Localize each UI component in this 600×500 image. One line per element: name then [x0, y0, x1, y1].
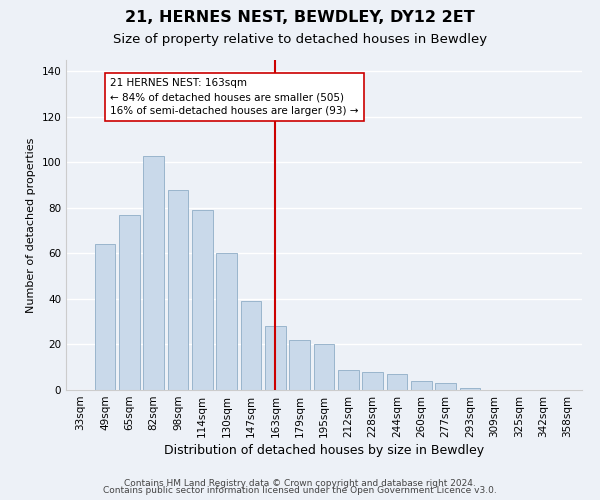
Bar — [167, 190, 188, 390]
Bar — [216, 254, 237, 390]
Bar — [411, 381, 432, 390]
Bar — [436, 383, 456, 390]
Bar — [314, 344, 334, 390]
Text: Size of property relative to detached houses in Bewdley: Size of property relative to detached ho… — [113, 32, 487, 46]
Bar — [265, 326, 286, 390]
Text: Contains public sector information licensed under the Open Government Licence v3: Contains public sector information licen… — [103, 486, 497, 495]
Bar — [362, 372, 383, 390]
Bar — [192, 210, 212, 390]
Text: 21, HERNES NEST, BEWDLEY, DY12 2ET: 21, HERNES NEST, BEWDLEY, DY12 2ET — [125, 10, 475, 25]
Bar — [241, 301, 262, 390]
Bar — [338, 370, 359, 390]
Bar — [460, 388, 481, 390]
Text: 21 HERNES NEST: 163sqm
← 84% of detached houses are smaller (505)
16% of semi-de: 21 HERNES NEST: 163sqm ← 84% of detached… — [110, 78, 358, 116]
Bar — [119, 215, 140, 390]
Bar — [386, 374, 407, 390]
Y-axis label: Number of detached properties: Number of detached properties — [26, 138, 36, 312]
Bar — [95, 244, 115, 390]
Text: Contains HM Land Registry data © Crown copyright and database right 2024.: Contains HM Land Registry data © Crown c… — [124, 478, 476, 488]
X-axis label: Distribution of detached houses by size in Bewdley: Distribution of detached houses by size … — [164, 444, 484, 457]
Bar — [289, 340, 310, 390]
Bar — [143, 156, 164, 390]
